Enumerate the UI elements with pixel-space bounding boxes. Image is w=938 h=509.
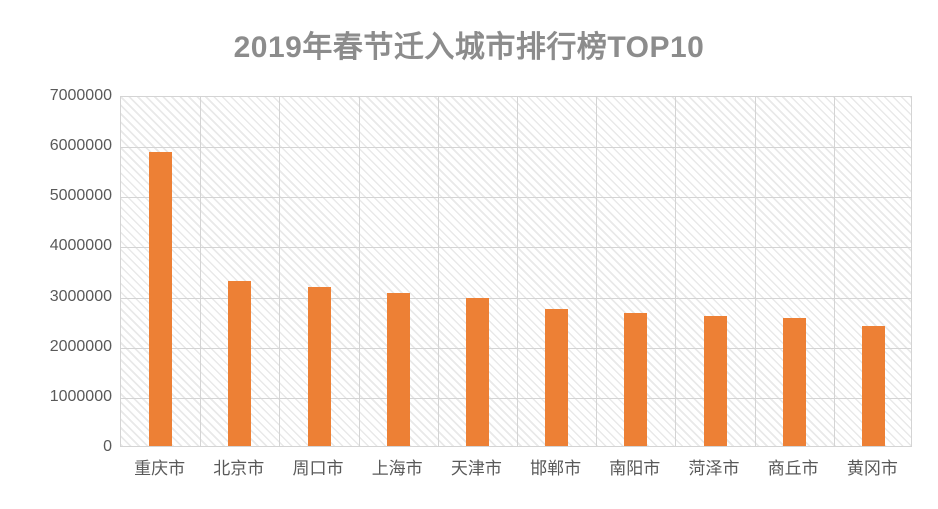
bar[interactable] xyxy=(149,151,173,446)
x-tick-label: 邯郸市 xyxy=(530,459,582,478)
bar[interactable] xyxy=(228,281,252,446)
y-tick-label: 5000000 xyxy=(49,187,112,205)
bar[interactable] xyxy=(307,287,331,446)
y-tick-label: 7000000 xyxy=(49,87,112,104)
bar[interactable] xyxy=(624,313,648,446)
x-tick-label: 周口市 xyxy=(292,459,344,478)
bars-layer xyxy=(121,97,911,446)
y-tick-label: 3000000 xyxy=(49,287,112,305)
bar[interactable] xyxy=(861,326,885,446)
x-axis: 重庆市 北京市 周口市 上海市 天津市 邯郸市 南阳市 菏泽市 商丘市 黄冈市 xyxy=(120,458,912,488)
y-tick-label: 0 xyxy=(103,438,112,455)
bar[interactable] xyxy=(703,316,727,446)
y-tick-label: 6000000 xyxy=(49,137,112,155)
x-tick-label: 重庆市 xyxy=(134,459,186,478)
x-tick-label: 黄冈市 xyxy=(846,459,898,478)
y-tick-label: 2000000 xyxy=(49,337,112,355)
x-tick-label: 天津市 xyxy=(450,459,502,478)
x-tick-label: 上海市 xyxy=(371,459,423,478)
bar[interactable] xyxy=(545,309,569,446)
y-tick-label: 1000000 xyxy=(49,387,112,405)
bar[interactable] xyxy=(782,318,806,446)
bar[interactable] xyxy=(465,298,489,446)
plot-area xyxy=(120,96,912,447)
y-tick-label: 4000000 xyxy=(49,237,112,255)
chart-title: 2019年春节迁入城市排行榜TOP10 xyxy=(233,31,705,64)
x-tick-label: 菏泽市 xyxy=(688,459,740,478)
x-tick-label: 商丘市 xyxy=(767,459,819,478)
x-tick-label: 北京市 xyxy=(213,459,265,478)
y-axis: 7000000 6000000 5000000 4000000 3000000 20000… xyxy=(0,0,112,509)
x-tick-label: 南阳市 xyxy=(609,459,661,478)
bar[interactable] xyxy=(386,293,410,446)
